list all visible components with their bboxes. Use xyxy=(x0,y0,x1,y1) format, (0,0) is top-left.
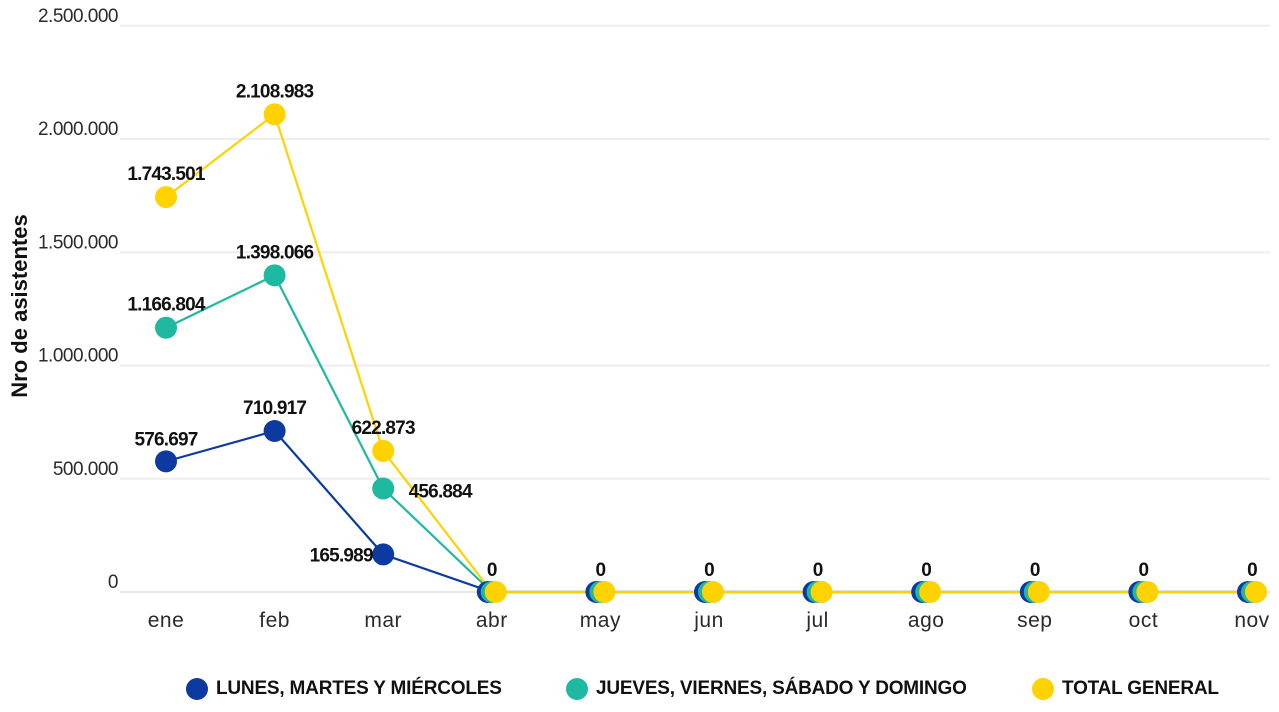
x-tick-label: ago xyxy=(908,609,945,632)
data-point xyxy=(1027,581,1050,603)
x-tick-label: jul xyxy=(805,609,829,632)
legend-label: LUNES, MARTES Y MIÉRCOLES xyxy=(216,678,502,699)
data-label: 622.873 xyxy=(352,418,415,439)
data-point xyxy=(155,450,177,473)
data-label: 0 xyxy=(1247,560,1257,581)
data-label: 1.398.066 xyxy=(236,242,314,263)
series-points xyxy=(155,103,1267,603)
data-label: 576.697 xyxy=(134,429,197,450)
data-point xyxy=(1245,581,1267,603)
data-label: 0 xyxy=(704,560,714,581)
data-label: 0 xyxy=(487,560,497,581)
data-point xyxy=(484,581,507,603)
x-tick-label: sep xyxy=(1017,609,1052,632)
line-chart: 0 500.000 1.000.000 1.500.000 2.000.000 2.500… xyxy=(7,6,1270,632)
data-label: 710.917 xyxy=(243,398,306,419)
data-label: 2.108.983 xyxy=(236,81,314,102)
legend-marker-icon xyxy=(566,678,588,700)
x-tick-label: mar xyxy=(364,609,402,632)
data-point xyxy=(263,103,286,126)
data-point xyxy=(1136,581,1159,603)
data-label: 0 xyxy=(1139,560,1149,581)
series-line xyxy=(165,112,1252,594)
data-point xyxy=(263,264,286,287)
data-label: 165.989 xyxy=(310,545,373,566)
data-label: 1.166.804 xyxy=(127,295,206,316)
x-tick-label: oct xyxy=(1129,609,1159,632)
y-axis-label: Nro de asistentes xyxy=(7,214,32,397)
y-tick-label: 2.500.000 xyxy=(38,6,118,27)
data-label: 0 xyxy=(596,560,606,581)
legend: LUNES, MARTES Y MIÉRCOLES JUEVES, VIERNE… xyxy=(0,678,1279,712)
y-tick-label: 1.500.000 xyxy=(38,232,118,253)
legend-marker-icon xyxy=(1032,678,1054,700)
x-tick-label: ene xyxy=(148,609,185,632)
data-point xyxy=(155,316,177,339)
legend-label: TOTAL GENERAL xyxy=(1062,678,1219,699)
y-axis-ticks: 0 500.000 1.000.000 1.500.000 2.000.000 2.500… xyxy=(38,6,119,593)
x-tick-label: feb xyxy=(259,609,290,632)
x-tick-label: may xyxy=(580,609,621,632)
data-point xyxy=(372,477,395,500)
data-point xyxy=(372,439,395,462)
data-label: 456.884 xyxy=(409,482,473,503)
x-tick-label: jun xyxy=(693,609,724,632)
x-axis-ticks: ene feb mar abr may jun jul ago sep oct nov xyxy=(148,609,1269,632)
legend-label: JUEVES, VIERNES, SÁBADO Y DOMINGO xyxy=(596,678,967,699)
y-tick-label: 2.000.000 xyxy=(38,119,118,140)
data-label: 0 xyxy=(921,560,931,581)
legend-item-lunes-martes-miercoles: LUNES, MARTES Y MIÉRCOLES xyxy=(186,678,502,700)
data-point xyxy=(810,581,833,603)
data-label: 0 xyxy=(813,560,823,581)
y-tick-label: 0 xyxy=(108,572,118,593)
data-labels: 576.697 710.917 165.989 1.166.804 1.398.066 4… xyxy=(127,81,1258,581)
data-point xyxy=(702,581,724,603)
data-point xyxy=(593,581,616,603)
data-point xyxy=(372,543,395,566)
data-point xyxy=(263,419,286,442)
data-point xyxy=(155,186,177,209)
data-label: 0 xyxy=(1030,560,1040,581)
data-point xyxy=(919,581,942,603)
legend-marker-icon xyxy=(186,678,208,700)
data-label: 1.743.501 xyxy=(127,164,206,185)
x-tick-label: nov xyxy=(1234,609,1269,632)
legend-item-jueves-viernes-sabado-domingo: JUEVES, VIERNES, SÁBADO Y DOMINGO xyxy=(566,678,967,700)
y-tick-label: 1.000.000 xyxy=(38,346,118,367)
series-lines xyxy=(165,112,1252,594)
x-tick-label: abr xyxy=(476,609,508,632)
legend-item-total-general: TOTAL GENERAL xyxy=(1032,678,1219,700)
y-tick-label: 500.000 xyxy=(53,459,118,480)
